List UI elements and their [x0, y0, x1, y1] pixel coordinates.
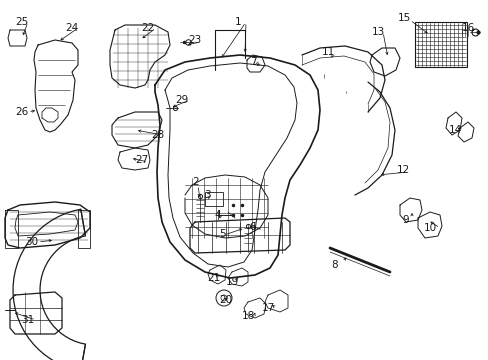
Text: 11: 11 — [321, 47, 334, 57]
Text: 10: 10 — [423, 223, 436, 233]
Text: 12: 12 — [396, 165, 409, 175]
Text: 25: 25 — [15, 17, 29, 27]
Text: 31: 31 — [21, 315, 35, 325]
Text: 8: 8 — [331, 260, 338, 270]
Text: 1: 1 — [234, 17, 241, 27]
Text: 7: 7 — [249, 57, 256, 67]
Text: 14: 14 — [447, 125, 461, 135]
Text: 3: 3 — [203, 190, 210, 200]
Text: 2: 2 — [192, 177, 199, 187]
Text: 13: 13 — [370, 27, 384, 37]
Text: 27: 27 — [135, 155, 148, 165]
Text: 30: 30 — [25, 237, 39, 247]
Text: 19: 19 — [225, 277, 238, 287]
Text: 5: 5 — [218, 229, 225, 239]
Text: 24: 24 — [65, 23, 79, 33]
Text: 17: 17 — [261, 303, 274, 313]
Text: 20: 20 — [219, 295, 232, 305]
Bar — [204, 192, 223, 206]
Text: 18: 18 — [241, 311, 254, 321]
Text: 16: 16 — [461, 23, 474, 33]
Text: 9: 9 — [402, 215, 408, 225]
Bar — [414, 22, 466, 67]
Text: 4: 4 — [214, 210, 221, 220]
Text: 28: 28 — [151, 130, 164, 140]
Text: 23: 23 — [188, 35, 201, 45]
Text: 26: 26 — [15, 107, 29, 117]
Text: 15: 15 — [397, 13, 410, 23]
Text: 29: 29 — [175, 95, 188, 105]
Text: 22: 22 — [141, 23, 154, 33]
Text: 6: 6 — [249, 222, 256, 232]
Text: 21: 21 — [207, 273, 220, 283]
